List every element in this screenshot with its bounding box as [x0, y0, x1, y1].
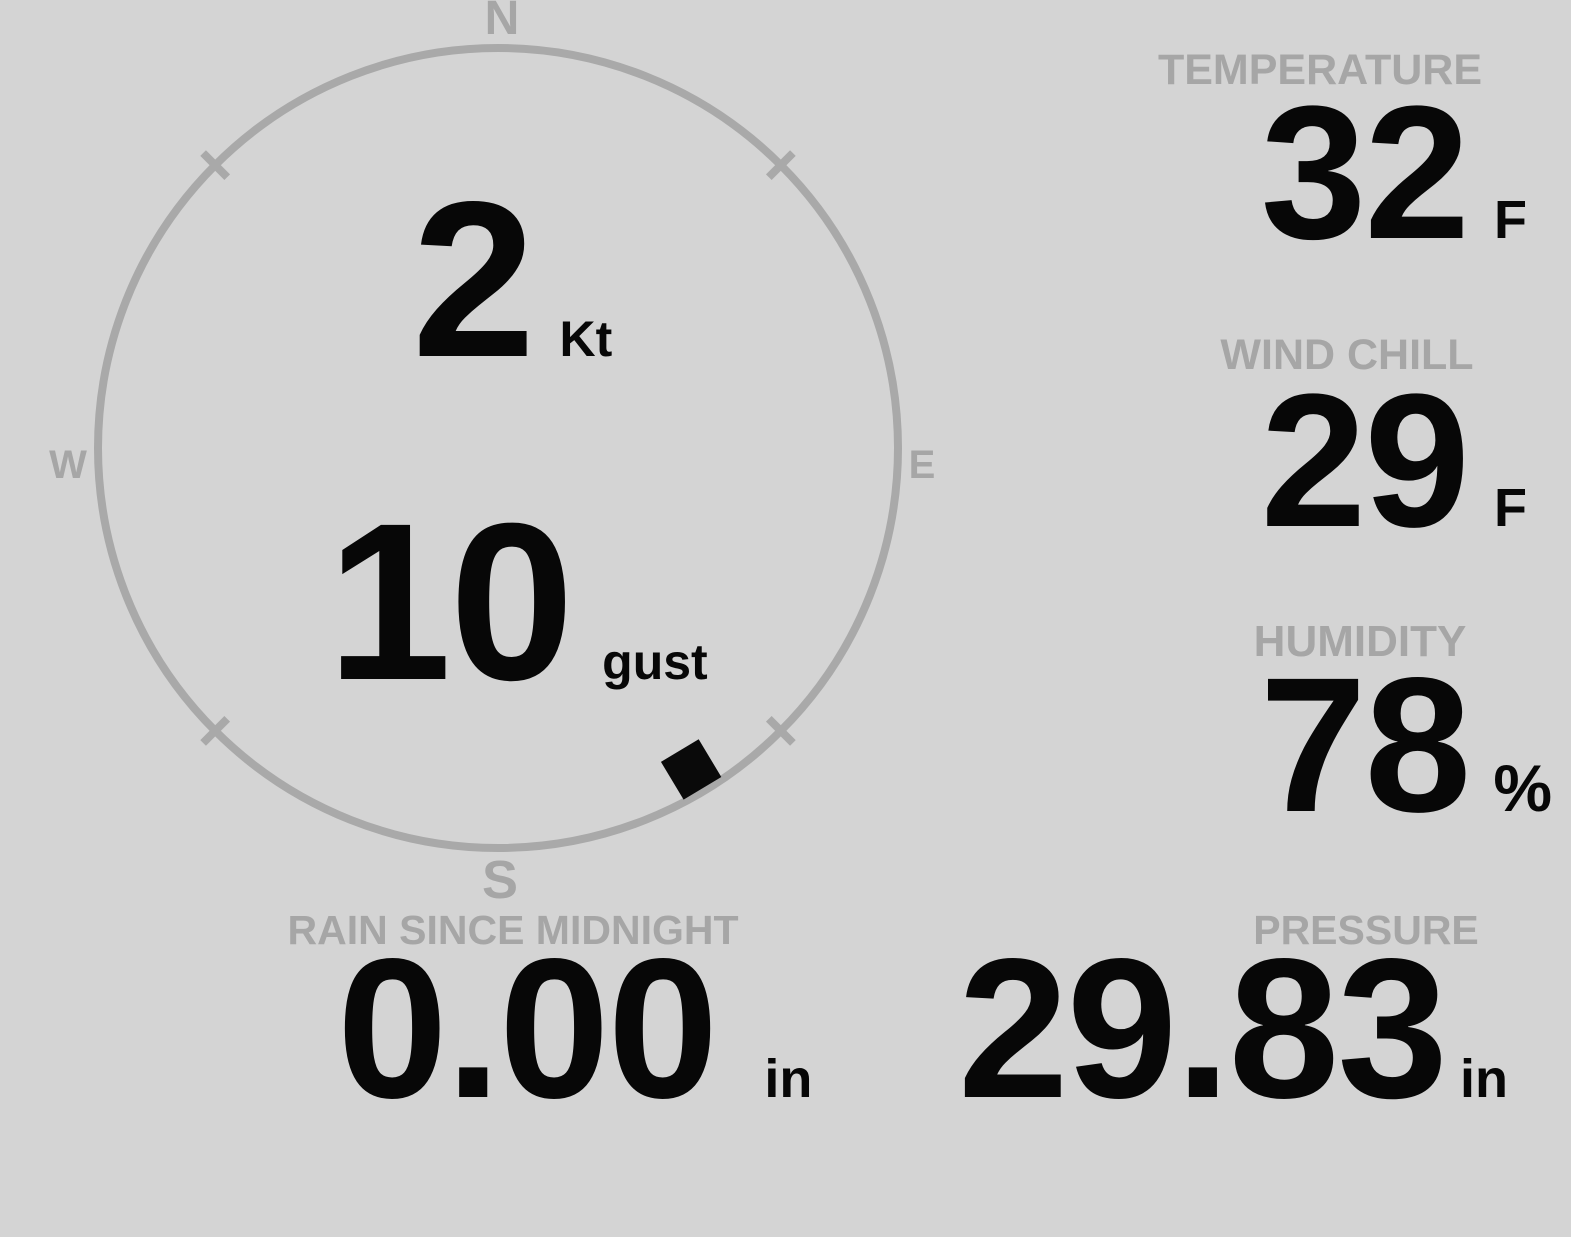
pressure-value: 29.83: [958, 918, 1448, 1140]
compass-label-south: S: [481, 850, 519, 910]
wind-gust-group: 10 gust: [327, 490, 708, 714]
pressure-unit: in: [1460, 1049, 1508, 1109]
pressure-label: PRESSURE: [1253, 907, 1479, 953]
wind-speed-unit: Kt: [559, 311, 613, 367]
compass-tick-sw: [200, 715, 231, 746]
compass-tick-ne: [765, 150, 796, 181]
temperature-label: TEMPERATURE: [1157, 46, 1483, 94]
temperature-value-group: 32 F: [1261, 78, 1527, 268]
compass-label-east: E: [908, 443, 936, 487]
humidity-unit: %: [1493, 751, 1552, 825]
rain-label: RAIN SINCE MIDNIGHT: [287, 907, 739, 953]
compass-label-north: N: [484, 0, 520, 45]
wind-speed-group: 2 Kt: [412, 169, 612, 391]
wind-gust-value: 10: [327, 477, 574, 727]
wind-chill-unit: F: [1494, 478, 1527, 538]
wind-compass-gauge: [94, 44, 902, 852]
temperature-unit: F: [1494, 190, 1527, 250]
temperature-value: 32: [1260, 67, 1470, 279]
wind-direction-marker: [660, 739, 722, 800]
rain-unit: in: [764, 1049, 813, 1109]
compass-label-west: W: [49, 443, 87, 487]
pressure-value-group: 29.83 in: [958, 930, 1508, 1129]
wind-gust-unit: gust: [602, 634, 708, 690]
wind-chill-value: 29: [1260, 355, 1470, 567]
rain-value-group: 0.00 in: [337, 930, 812, 1129]
wind-chill-label: WIND CHILL: [1220, 331, 1474, 379]
compass-ring: [94, 44, 902, 852]
humidity-label: HUMIDITY: [1253, 617, 1467, 666]
compass-tick-nw: [200, 150, 231, 181]
wind-chill-value-group: 29 F: [1261, 366, 1527, 556]
rain-value: 0.00: [337, 918, 718, 1140]
humidity-value-group: 78 %: [1260, 649, 1552, 841]
humidity-value: 78: [1259, 637, 1472, 852]
wind-speed-value: 2: [412, 156, 535, 404]
compass-tick-se: [765, 715, 796, 746]
